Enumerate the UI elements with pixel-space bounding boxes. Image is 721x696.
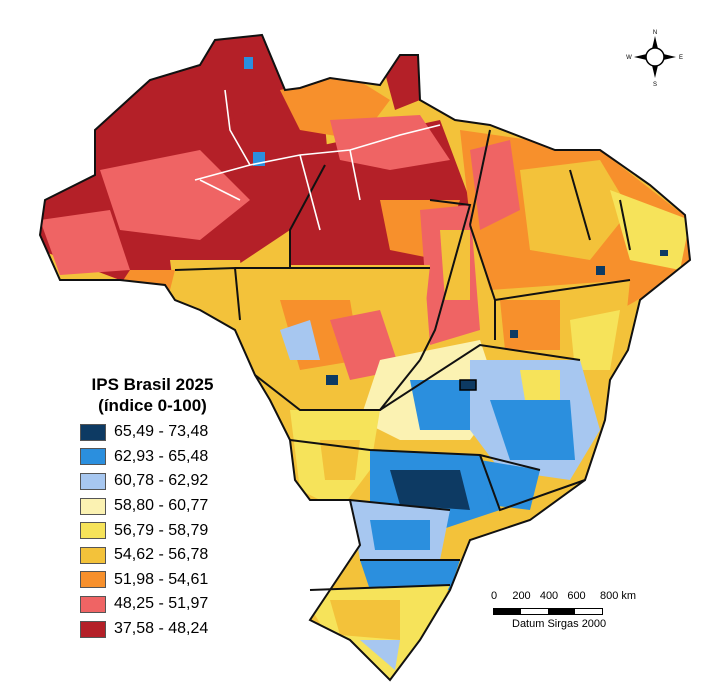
legend-rows: 65,49 - 73,48 62,93 - 65,48 60,78 - 62,92 5… (80, 420, 250, 641)
legend-swatch (80, 620, 106, 638)
map-legend: IPS Brasil 2025 (índice 0-100) 65,49 - 7… (80, 374, 250, 641)
legend-swatch (80, 571, 106, 589)
legend-range-label: 56,79 - 58,79 (114, 521, 209, 539)
scale-segment (548, 609, 575, 614)
legend-item: 37,58 - 48,24 (80, 617, 250, 642)
legend-swatch (80, 522, 106, 540)
legend-range-label: 60,78 - 62,92 (114, 472, 209, 490)
rivers (194, 89, 441, 231)
legend-title-line2: (índice 0-100) (98, 396, 207, 415)
legend-range-label: 54,62 - 56,78 (114, 546, 209, 564)
legend-item: 56,79 - 58,79 (80, 518, 250, 543)
scale-tick-label: 0 (490, 590, 498, 602)
legend-swatch (80, 472, 106, 490)
legend-item: 58,80 - 60,77 (80, 494, 250, 519)
legend-item: 54,62 - 56,78 (80, 543, 250, 568)
legend-swatch (80, 497, 106, 515)
legend-range-label: 65,49 - 73,48 (114, 423, 209, 441)
legend-item: 62,93 - 65,48 (80, 445, 250, 470)
north-arrow-compass: N S W E (626, 28, 684, 88)
state-borders (38, 33, 692, 682)
compass-s-label: S (653, 82, 657, 86)
legend-swatch (80, 423, 106, 441)
scale-tick-label: 800 km (599, 590, 637, 602)
datum-label: Datum Sirgas 2000 (512, 618, 607, 630)
legend-swatch (80, 595, 106, 613)
legend-swatch (80, 448, 106, 466)
compass-e-label: E (679, 55, 683, 61)
compass-w-label: W (626, 55, 632, 61)
legend-range-label: 58,80 - 60,77 (114, 497, 209, 515)
legend-range-label: 37,58 - 48,24 (114, 620, 209, 638)
legend-title: IPS Brasil 2025 (índice 0-100) (80, 374, 225, 416)
scale-bar-graphic (493, 608, 603, 615)
scale-tick-label: 600 (567, 590, 586, 602)
scale-tick-label: 400 (539, 590, 559, 602)
legend-title-line1: IPS Brasil 2025 (91, 375, 214, 394)
compass-n-label: N (653, 30, 657, 36)
scale-bar: 0 200 400 600 800 km Datum Sirgas 2000 (488, 590, 668, 638)
scale-labels: 0 200 400 600 800 km (488, 590, 668, 606)
scale-segment (494, 609, 521, 614)
legend-range-label: 62,93 - 65,48 (114, 447, 209, 465)
scale-tick-label: 200 (512, 590, 531, 602)
legend-range-label: 51,98 - 54,61 (114, 570, 209, 588)
legend-swatch (80, 546, 106, 564)
scale-segment (521, 609, 548, 614)
compass-icon: N S W E (626, 30, 683, 88)
legend-item: 48,25 - 51,97 (80, 592, 250, 617)
legend-item: 65,49 - 73,48 (80, 420, 250, 445)
legend-item: 60,78 - 62,92 (80, 469, 250, 494)
legend-range-label: 48,25 - 51,97 (114, 595, 209, 613)
scale-segment (575, 609, 602, 614)
legend-item: 51,98 - 54,61 (80, 568, 250, 593)
